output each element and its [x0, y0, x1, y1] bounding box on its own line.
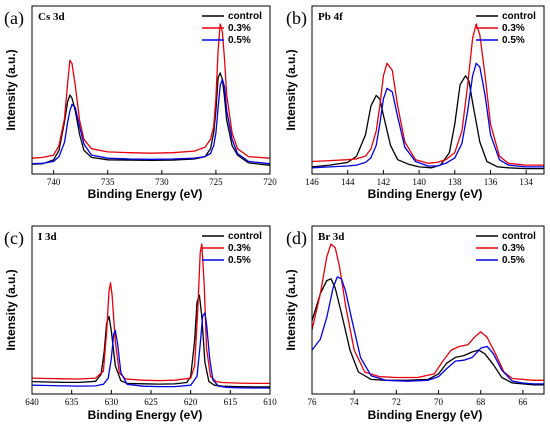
x-tick-label: 740 — [47, 177, 61, 187]
x-tick-label: 66 — [518, 397, 528, 407]
x-tick-label: 134 — [519, 177, 533, 187]
x-axis-title: Binding Energy (eV) — [368, 187, 483, 201]
y-axis-title: Intensity (a.u.) — [284, 269, 298, 350]
x-tick-label: 615 — [224, 397, 238, 407]
series-line-control — [311, 75, 544, 170]
legend-label-control: control — [502, 11, 536, 22]
x-tick-label: 140 — [412, 177, 426, 187]
y-axis-title: Intensity (a.u.) — [4, 269, 18, 350]
x-tick-label: 730 — [155, 177, 169, 187]
legend-label-0.3%: 0.3% — [228, 23, 251, 34]
legend-label-0.3%: 0.3% — [228, 243, 251, 254]
element-label: Br 3d — [318, 231, 344, 243]
element-label: Cs 3d — [38, 11, 65, 23]
plot-frame — [311, 5, 545, 175]
chart-panel-0: 740 735 730 725 720 (a) Cs 3d Binding Energy (e… — [4, 5, 277, 201]
x-tick-label: 68 — [476, 397, 486, 407]
panel-label: (c) — [4, 228, 24, 249]
x-tick-label: 76 — [308, 397, 318, 407]
x-tick-label: 138 — [448, 177, 462, 187]
x-tick-label: 142 — [377, 177, 391, 187]
x-tick-label: 146 — [305, 177, 319, 187]
series-line-0.3% — [311, 243, 544, 381]
legend-label-0.5%: 0.5% — [228, 255, 251, 266]
panel-label: (d) — [286, 228, 307, 249]
y-axis-title: Intensity (a.u.) — [4, 49, 18, 130]
series-line-control — [31, 294, 270, 388]
x-tick-label: 144 — [341, 177, 355, 187]
chart-panel-1: 146 144 142 140 138 136 134 (b) Pb 4f Binding Ene… — [284, 5, 545, 201]
series-line-control — [31, 72, 271, 166]
legend-label-control: control — [502, 231, 536, 242]
series-line-0.5% — [31, 78, 271, 165]
panel-label: (b) — [286, 8, 307, 29]
x-tick-label: 136 — [484, 177, 498, 187]
legend-label-control: control — [228, 11, 262, 22]
series-line-0.5% — [311, 276, 544, 385]
x-tick-label: 610 — [263, 397, 277, 407]
legend-label-control: control — [228, 231, 262, 242]
x-axis-title: Binding Energy (eV) — [88, 187, 203, 201]
series-line-0.3% — [311, 23, 544, 166]
x-tick-label: 72 — [392, 397, 401, 407]
element-label: I 3d — [38, 231, 57, 243]
chart-panel-3: 76 74 72 70 68 66 (d) Br 3d Binding Energy (eV) I… — [284, 225, 545, 422]
panel-label: (a) — [4, 8, 24, 29]
x-axis-title: Binding Energy (eV) — [368, 408, 483, 422]
legend-label-0.5%: 0.5% — [228, 35, 251, 46]
x-tick-label: 725 — [209, 177, 223, 187]
x-tick-label: 625 — [144, 397, 158, 407]
series-line-control — [311, 278, 544, 386]
legend-label-0.3%: 0.3% — [502, 243, 525, 254]
x-tick-label: 70 — [434, 397, 444, 407]
y-axis-title: Intensity (a.u.) — [284, 49, 298, 130]
plot-frame — [311, 225, 545, 395]
chart-panel-2: 640 635 630 625 620 615 610 (c) I 3d Binding Ener… — [4, 225, 277, 422]
element-label: Pb 4f — [318, 11, 343, 23]
x-tick-label: 630 — [105, 397, 119, 407]
x-tick-label: 720 — [263, 177, 277, 187]
legend-label-0.3%: 0.3% — [502, 23, 525, 34]
series-line-0.3% — [31, 23, 271, 159]
x-tick-label: 620 — [184, 397, 198, 407]
x-tick-label: 640 — [25, 397, 39, 407]
plot-frame — [31, 5, 271, 175]
series-line-0.5% — [311, 62, 544, 169]
x-axis-title: Binding Energy (eV) — [88, 408, 203, 422]
legend-label-0.5%: 0.5% — [502, 35, 525, 46]
legend-label-0.5%: 0.5% — [502, 255, 525, 266]
x-tick-label: 735 — [101, 177, 115, 187]
x-tick-label: 74 — [350, 397, 360, 407]
x-tick-label: 635 — [65, 397, 79, 407]
series-line-0.5% — [31, 312, 270, 389]
